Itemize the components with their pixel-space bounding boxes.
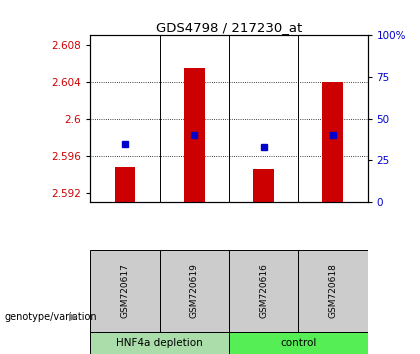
Bar <box>253 170 274 202</box>
Bar <box>229 331 368 354</box>
Bar <box>90 250 160 331</box>
Text: GSM720617: GSM720617 <box>121 263 129 318</box>
Text: GSM720616: GSM720616 <box>259 263 268 318</box>
Bar <box>323 82 343 202</box>
Bar <box>184 68 205 202</box>
Text: ▶: ▶ <box>69 312 78 322</box>
Title: GDS4798 / 217230_at: GDS4798 / 217230_at <box>156 21 302 34</box>
Bar <box>90 331 229 354</box>
Text: genotype/variation: genotype/variation <box>4 312 97 322</box>
Bar <box>160 250 229 331</box>
Text: control: control <box>280 338 316 348</box>
Text: GSM720618: GSM720618 <box>328 263 337 318</box>
Text: GSM720619: GSM720619 <box>190 263 199 318</box>
Bar <box>298 250 368 331</box>
Bar <box>115 167 135 202</box>
Text: HNF4a depletion: HNF4a depletion <box>116 338 203 348</box>
Bar <box>229 250 298 331</box>
